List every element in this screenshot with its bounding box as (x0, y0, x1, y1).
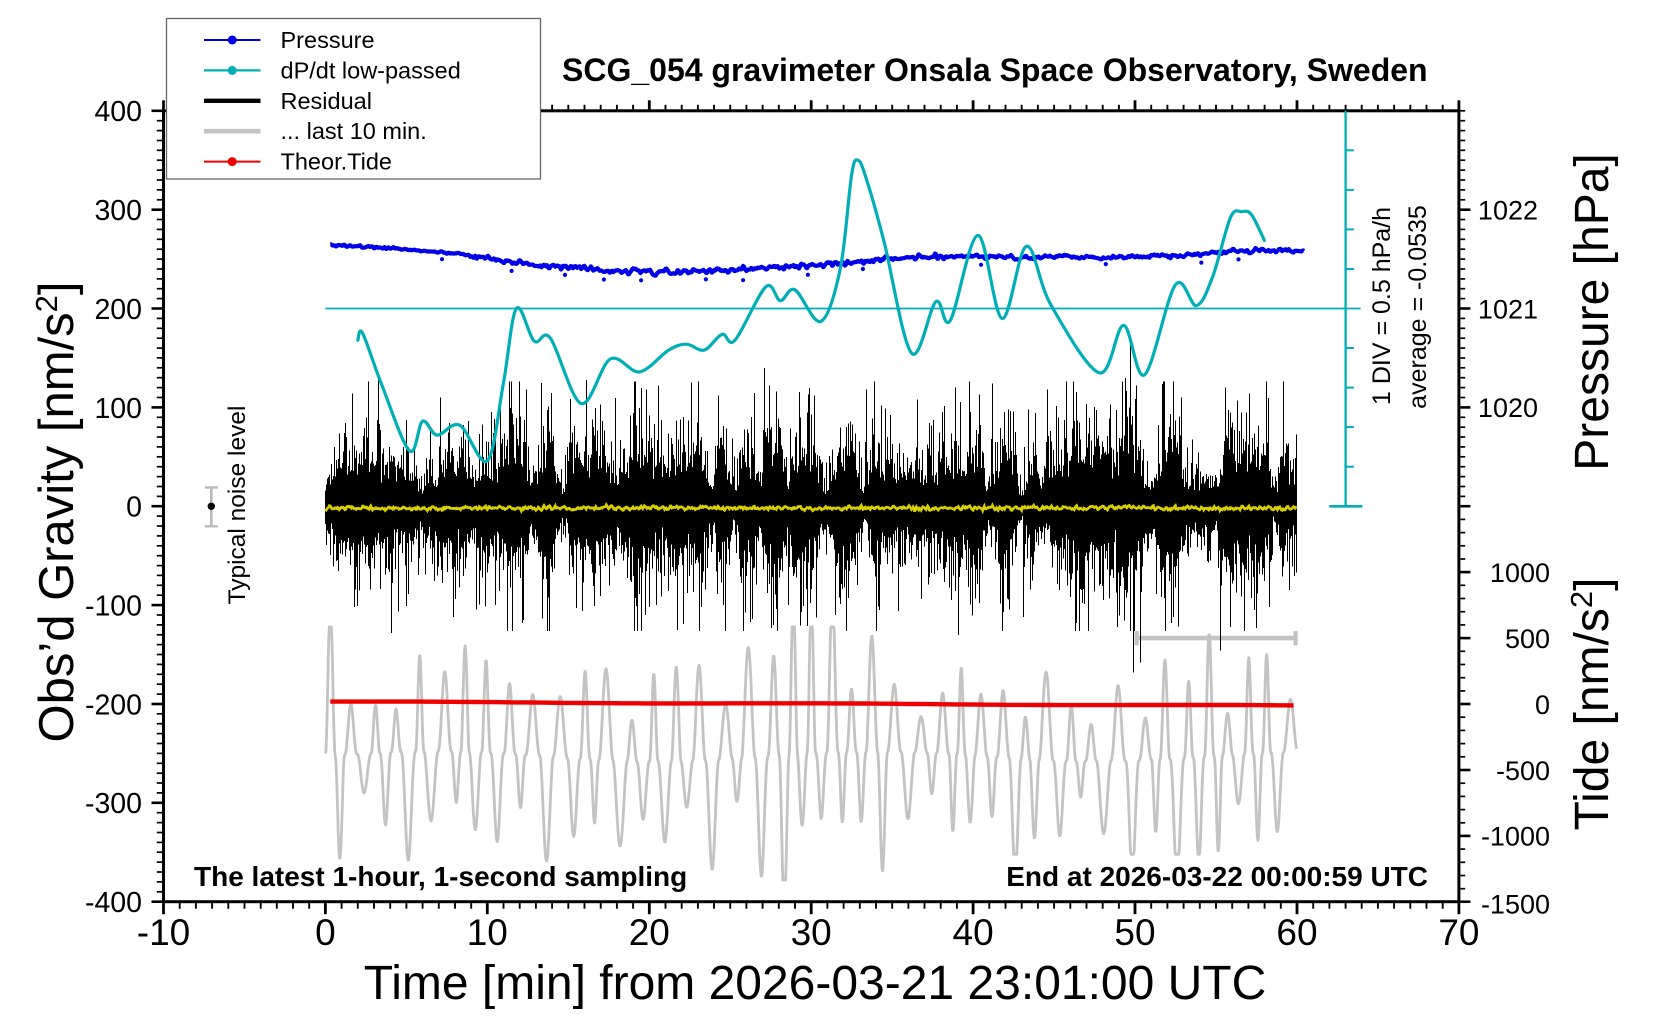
svg-text:Time [min] from 2026-03-21 23:: Time [min] from 2026-03-21 23:01:00 UTC (364, 957, 1267, 1010)
svg-text:Pressure: Pressure (281, 27, 375, 53)
svg-text:70: 70 (1438, 912, 1479, 953)
svg-text:Theor.Tide: Theor.Tide (281, 149, 392, 175)
svg-text:60: 60 (1276, 912, 1317, 953)
svg-text:... last 10 min.: ... last 10 min. (281, 118, 427, 144)
svg-text:-1000: -1000 (1481, 822, 1550, 852)
svg-text:1021: 1021 (1478, 294, 1538, 324)
svg-text:30: 30 (791, 912, 832, 953)
svg-text:Residual: Residual (281, 88, 372, 114)
svg-text:-100: -100 (85, 591, 142, 623)
svg-text:1022: 1022 (1478, 196, 1538, 226)
svg-text:1000: 1000 (1490, 558, 1550, 588)
svg-text:0: 0 (126, 492, 142, 524)
svg-text:500: 500 (1505, 624, 1550, 654)
svg-text:-200: -200 (85, 689, 142, 721)
svg-text:400: 400 (94, 96, 142, 128)
svg-text:-1500: -1500 (1481, 890, 1550, 920)
svg-text:The latest 1-hour, 1-second sa: The latest 1-hour, 1-second sampling (194, 861, 687, 892)
svg-text:100: 100 (94, 393, 142, 425)
svg-text:Pressure [hPa]: Pressure [hPa] (1566, 153, 1619, 470)
svg-text:0: 0 (315, 912, 336, 953)
svg-text:-300: -300 (85, 788, 142, 820)
svg-text:-400: -400 (85, 887, 142, 919)
svg-text:-500: -500 (1496, 756, 1550, 786)
svg-text:20: 20 (629, 912, 670, 953)
svg-text:average = -0.0535: average = -0.0535 (1404, 205, 1432, 409)
svg-text:-10: -10 (137, 912, 190, 953)
svg-text:Typical noise level: Typical noise level (224, 406, 251, 605)
svg-text:1020: 1020 (1478, 393, 1538, 423)
svg-text:dP/dt low-passed: dP/dt low-passed (281, 57, 461, 83)
svg-text:40: 40 (953, 912, 994, 953)
svg-text:50: 50 (1114, 912, 1155, 953)
svg-text:0: 0 (1535, 690, 1550, 720)
svg-text:300: 300 (94, 195, 142, 227)
svg-text:Tide [nm/s2]: Tide [nm/s2] (1564, 578, 1619, 831)
svg-text:1 DIV = 0.5 hPa/h: 1 DIV = 0.5 hPa/h (1368, 207, 1396, 405)
svg-text:200: 200 (94, 294, 142, 326)
svg-text:SCG_054 gravimeter Onsala Spac: SCG_054 gravimeter Onsala Space Observat… (562, 52, 1428, 88)
svg-text:End at 2026-03-22 00:00:59 UTC: End at 2026-03-22 00:00:59 UTC (1006, 861, 1428, 892)
svg-text:10: 10 (467, 912, 508, 953)
svg-text:Obs’d Gravity [nm/s2]: Obs’d Gravity [nm/s2] (29, 281, 84, 742)
